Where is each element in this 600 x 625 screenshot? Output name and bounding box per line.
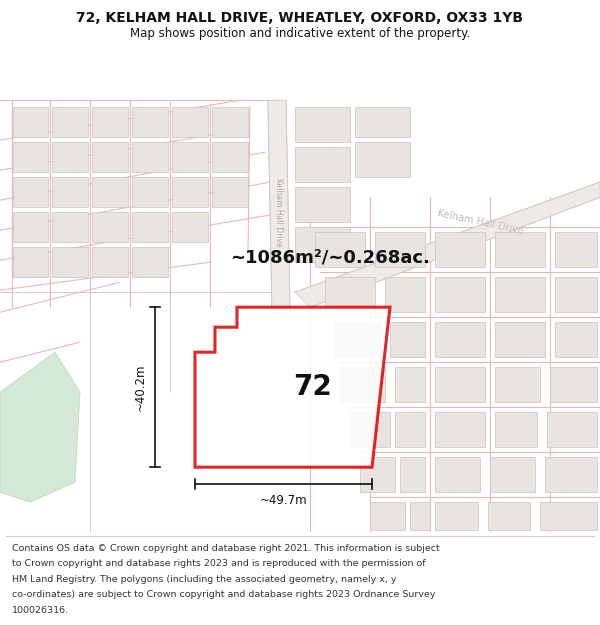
Polygon shape [52,177,88,207]
Polygon shape [315,232,365,267]
Polygon shape [435,277,485,312]
Polygon shape [268,100,290,312]
Polygon shape [385,277,425,312]
Polygon shape [410,503,430,530]
Polygon shape [355,107,410,137]
Polygon shape [495,322,545,357]
Polygon shape [400,458,425,492]
Polygon shape [360,458,395,492]
Polygon shape [52,107,88,137]
Polygon shape [172,212,208,242]
Text: to Crown copyright and database rights 2023 and is reproduced with the permissio: to Crown copyright and database rights 2… [12,559,425,568]
Polygon shape [435,503,478,530]
Polygon shape [325,277,375,312]
Polygon shape [370,503,405,530]
Polygon shape [555,322,597,357]
Polygon shape [52,142,88,172]
Polygon shape [295,147,350,182]
Polygon shape [547,412,597,447]
Polygon shape [350,412,390,447]
Polygon shape [495,277,545,312]
Polygon shape [435,458,480,492]
Polygon shape [395,367,425,402]
Polygon shape [172,142,208,172]
Polygon shape [0,352,80,502]
Polygon shape [555,232,597,267]
Polygon shape [132,107,168,137]
Polygon shape [395,412,425,447]
Polygon shape [92,177,128,207]
Polygon shape [555,277,597,312]
Polygon shape [13,142,48,172]
Text: 100026316.: 100026316. [12,606,69,615]
Text: Map shows position and indicative extent of the property.: Map shows position and indicative extent… [130,28,470,41]
Polygon shape [172,177,208,207]
Polygon shape [52,212,88,242]
Polygon shape [335,322,380,357]
Text: ~49.7m: ~49.7m [260,494,307,508]
Polygon shape [495,232,545,267]
Polygon shape [545,458,597,492]
Polygon shape [435,412,485,447]
Polygon shape [195,307,390,468]
Text: 72: 72 [293,373,332,401]
Polygon shape [13,177,48,207]
Polygon shape [132,177,168,207]
Polygon shape [495,412,537,447]
Polygon shape [495,367,540,402]
Polygon shape [212,107,248,137]
Polygon shape [13,107,48,137]
Polygon shape [435,367,485,402]
Polygon shape [550,367,597,402]
Polygon shape [13,247,48,277]
Text: Contains OS data © Crown copyright and database right 2021. This information is : Contains OS data © Crown copyright and d… [12,544,440,552]
Polygon shape [212,177,248,207]
Polygon shape [390,322,425,357]
Polygon shape [172,107,208,137]
Polygon shape [92,212,128,242]
Polygon shape [13,212,48,242]
Polygon shape [295,182,600,307]
Polygon shape [295,187,350,222]
Polygon shape [52,247,88,277]
Polygon shape [435,322,485,357]
Polygon shape [490,458,535,492]
Polygon shape [340,367,385,402]
Text: co-ordinates) are subject to Crown copyright and database rights 2023 Ordnance S: co-ordinates) are subject to Crown copyr… [12,590,436,599]
Polygon shape [132,212,168,242]
Text: Kelham Hall Drive: Kelham Hall Drive [274,177,283,246]
Text: Kelham Hall Drive: Kelham Hall Drive [436,208,524,236]
Polygon shape [355,142,410,177]
Polygon shape [488,503,530,530]
Polygon shape [92,107,128,137]
Polygon shape [132,247,168,277]
Polygon shape [375,232,425,267]
Text: HM Land Registry. The polygons (including the associated geometry, namely x, y: HM Land Registry. The polygons (includin… [12,574,397,584]
Polygon shape [92,142,128,172]
Text: ~40.2m: ~40.2m [134,363,147,411]
Polygon shape [540,503,597,530]
Polygon shape [212,142,248,172]
Polygon shape [92,247,128,277]
Text: 72, KELHAM HALL DRIVE, WHEATLEY, OXFORD, OX33 1YB: 72, KELHAM HALL DRIVE, WHEATLEY, OXFORD,… [77,11,523,26]
Text: ~1086m²/~0.268ac.: ~1086m²/~0.268ac. [230,248,430,266]
Polygon shape [295,227,350,262]
Polygon shape [295,107,350,142]
Polygon shape [435,232,485,267]
Polygon shape [132,142,168,172]
